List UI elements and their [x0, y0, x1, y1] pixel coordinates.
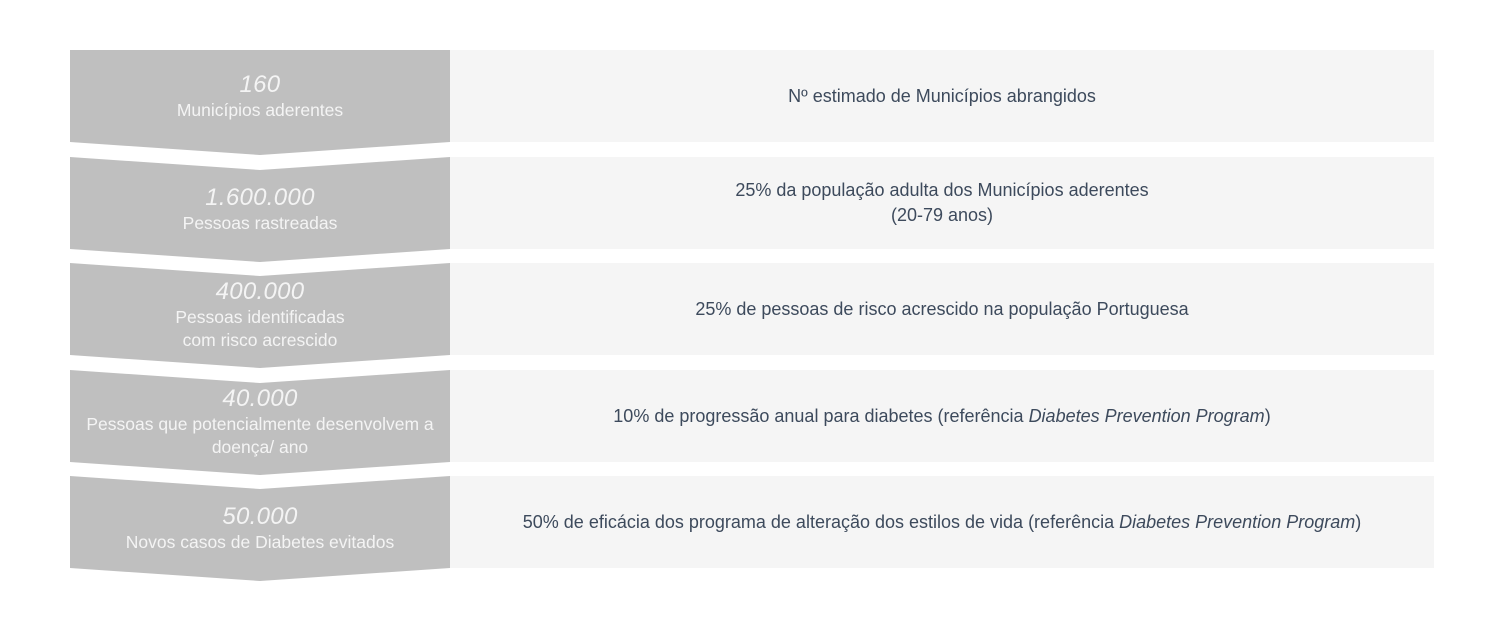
- stage-description: Nº estimado de Municípios abrangidos: [788, 84, 1096, 109]
- chevron-shape: 50.000 Novos casos de Diabetes evitados: [70, 476, 450, 582]
- chevron-shape: 1.600.000 Pessoas rastreadas: [70, 157, 450, 263]
- chevron-arrow: [70, 263, 450, 368]
- stage-label: Pessoas que potencialmente desenvolvem a…: [86, 414, 434, 457]
- stage-value: 40.000: [222, 385, 298, 412]
- description-text: 10% de progressão anual para diabetes (r…: [613, 405, 1029, 426]
- funnel-stage-progressao: 40.000 Pessoas que potencialmente desenv…: [70, 370, 1434, 476]
- stage-description: 50% de eficácia dos programa de alteraçã…: [523, 510, 1361, 535]
- stage-description-panel: 10% de progressão anual para diabetes (r…: [450, 370, 1434, 462]
- stage-description-line2: (20-79 anos): [890, 205, 994, 225]
- chevron-arrow: [70, 370, 450, 475]
- description-reference: Diabetes Prevention Program: [1119, 511, 1356, 532]
- stage-description: 25% da população adulta dos Municípios a…: [735, 178, 1148, 203]
- chevron-text: 40.000 Pessoas que potencialmente desenv…: [70, 376, 450, 468]
- description-tail: ): [1264, 405, 1271, 426]
- stage-label: Pessoas identificadas com risco acrescid…: [175, 307, 345, 350]
- chevron-text: 160 Municípios aderentes: [70, 50, 450, 142]
- chevron-shape: 160 Municípios aderentes: [70, 50, 450, 156]
- stage-value: 50.000: [222, 502, 298, 530]
- funnel-stage-evitados: 50.000 Novos casos de Diabetes evitados …: [70, 476, 1434, 582]
- description-text: Nº estimado de Municípios abrangidos: [788, 85, 1096, 106]
- funnel-stage-rastreadas: 1.600.000 Pessoas rastreadas 25% da popu…: [70, 157, 1434, 263]
- stage-description-panel: 50% de eficácia dos programa de alteraçã…: [450, 476, 1434, 568]
- stage-description: 10% de progressão anual para diabetes (r…: [613, 404, 1270, 429]
- stage-label: Pessoas rastreadas: [182, 212, 338, 233]
- chevron-text: 50.000 Novos casos de Diabetes evitados: [70, 482, 450, 574]
- stage-description: 25% de pessoas de risco acrescido na pop…: [695, 297, 1188, 322]
- description-text: 25% de pessoas de risco acrescido na pop…: [695, 298, 1189, 319]
- stage-value: 1.600.000: [205, 183, 315, 211]
- stage-description-panel: 25% da população adulta dos Municípios a…: [450, 157, 1434, 249]
- funnel-stage-municipios: 160 Municípios aderentes Nº estimado de …: [70, 50, 1434, 156]
- funnel-stage-risco: 400.000 Pessoas identificadas com risco …: [70, 263, 1434, 369]
- description-text: 50% de eficácia dos programa de alteraçã…: [522, 511, 1120, 532]
- stage-value: 400.000: [215, 278, 305, 305]
- stage-description-panel: Nº estimado de Municípios abrangidos: [450, 50, 1434, 142]
- stage-description-panel: 25% de pessoas de risco acrescido na pop…: [450, 263, 1434, 355]
- chevron-arrow: [70, 157, 450, 262]
- chevron-text: 400.000 Pessoas identificadas com risco …: [70, 269, 450, 361]
- stage-label: Novos casos de Diabetes evitados: [125, 531, 395, 552]
- stage-value: 160: [239, 70, 281, 98]
- description-text: 25% da população adulta dos Municípios a…: [735, 180, 1149, 200]
- chevron-shape: 40.000 Pessoas que potencialmente desenv…: [70, 370, 450, 476]
- stage-label: Municípios aderentes: [176, 99, 344, 120]
- description-reference: Diabetes Prevention Program: [1028, 405, 1265, 426]
- chevron-arrow: [70, 476, 450, 581]
- chevron-arrow: [70, 50, 450, 155]
- chevron-shape: 400.000 Pessoas identificadas com risco …: [70, 263, 450, 369]
- chevron-text: 1.600.000 Pessoas rastreadas: [70, 163, 450, 255]
- description-tail: ): [1355, 511, 1362, 532]
